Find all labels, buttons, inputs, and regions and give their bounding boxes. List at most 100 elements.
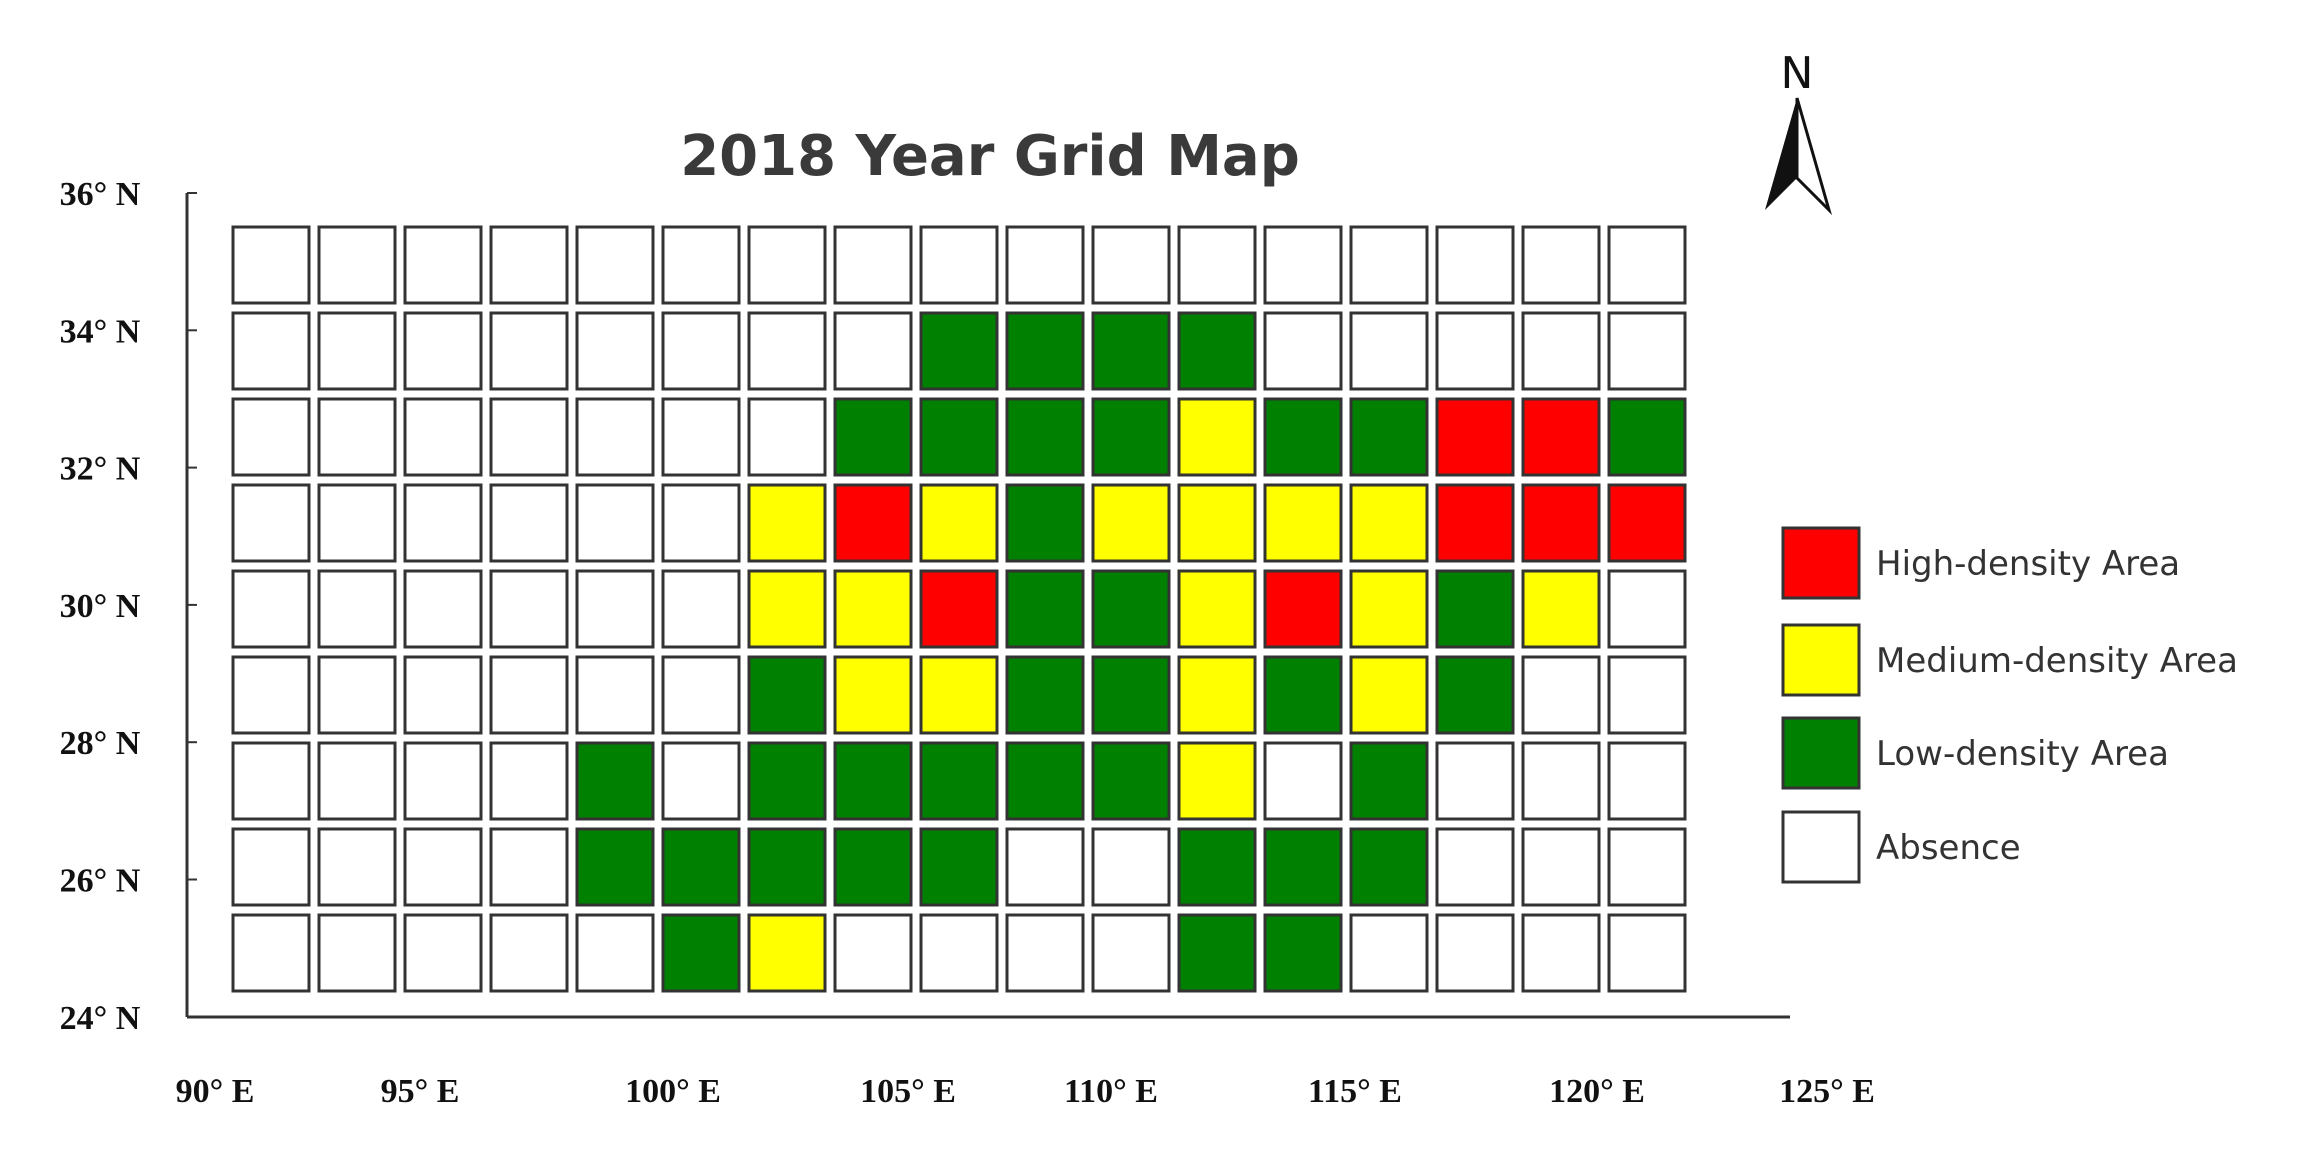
grid-cell-absence: [489, 913, 569, 993]
grid-cell-absence: [489, 827, 569, 907]
grid-cell-medium: [747, 569, 827, 649]
grid-cell-medium: [1177, 655, 1257, 735]
grid-cell-low: [1263, 827, 1343, 907]
x-axis-labels: 90° E 95° E 100° E 105° E 110° E 115° E 120° E…: [176, 1073, 1875, 1110]
grid-cell-absence: [575, 397, 655, 477]
grid-cell-low: [747, 827, 827, 907]
grid-cell-absence: [403, 827, 483, 907]
grid-cell-low: [1005, 397, 1085, 477]
grid-cell-low: [1091, 655, 1171, 735]
grid-cell-high: [833, 483, 913, 563]
grid-cell-medium: [833, 569, 913, 649]
grid-cell-absence: [1607, 569, 1687, 649]
grid-cell-high: [1607, 483, 1687, 563]
grid-cell-absence: [661, 569, 741, 649]
y-axis-label: 24° N: [60, 1000, 141, 1037]
grid-cell-low: [833, 397, 913, 477]
grid-cell-absence: [317, 397, 397, 477]
grid-cell-absence: [403, 225, 483, 305]
y-axis-label: 34° N: [60, 313, 141, 350]
grid-cell-low: [1349, 397, 1429, 477]
grid-cell-low: [1005, 655, 1085, 735]
grid-cell-absence: [1521, 827, 1601, 907]
grid-cell-medium: [1349, 483, 1429, 563]
grid-cell-absence: [1607, 827, 1687, 907]
grid-cell-absence: [317, 827, 397, 907]
grid-cell-absence: [231, 569, 311, 649]
y-axis-labels: 36° N 34° N 32° N 30° N 28° N 26° N 24° N: [60, 176, 197, 1037]
legend-swatch-absence: [1781, 810, 1861, 884]
grid-cell-absence: [1263, 311, 1343, 391]
grid-cell-absence: [1435, 913, 1515, 993]
grid-cell-absence: [919, 913, 999, 993]
x-axis-label: 90° E: [176, 1073, 255, 1110]
grid-cell-medium: [919, 655, 999, 735]
y-axis-label: 26° N: [60, 863, 141, 900]
grid-cell-absence: [403, 483, 483, 563]
grid-cell-absence: [1005, 913, 1085, 993]
grid-cell-low: [1177, 827, 1257, 907]
grid-cell-absence: [403, 913, 483, 993]
grid-cell-absence: [1607, 225, 1687, 305]
grid-cell-absence: [661, 397, 741, 477]
grid-cell-absence: [489, 655, 569, 735]
grid-cell-medium: [1091, 483, 1171, 563]
grid-cell-absence: [575, 655, 655, 735]
grid-cell-high: [919, 569, 999, 649]
grid-cell-absence: [231, 913, 311, 993]
grid-cell-absence: [1607, 311, 1687, 391]
grid-cell-absence: [317, 311, 397, 391]
grid-cell-absence: [1607, 913, 1687, 993]
grid-cell-absence: [1435, 827, 1515, 907]
grid-cell-absence: [1521, 741, 1601, 821]
grid-cell-low: [1091, 397, 1171, 477]
grid-cell-absence: [1521, 655, 1601, 735]
grid-cell-low: [919, 397, 999, 477]
y-axis-label: 30° N: [60, 588, 141, 625]
grid-cell-low: [833, 827, 913, 907]
grid-cell-low: [1005, 311, 1085, 391]
grid-cell-low: [919, 827, 999, 907]
grid-cell-low: [661, 827, 741, 907]
grid-cell-absence: [1005, 225, 1085, 305]
grid-cell-high: [1435, 397, 1515, 477]
grid-cell-low: [575, 827, 655, 907]
x-axis-label: 125° E: [1779, 1073, 1875, 1110]
grid-cell-absence: [489, 311, 569, 391]
grid-cell-low: [919, 311, 999, 391]
grid-cell-absence: [231, 225, 311, 305]
grid-cell-medium: [747, 483, 827, 563]
grid-cell-absence: [575, 569, 655, 649]
grid-cell-high: [1521, 483, 1601, 563]
grid-cell-absence: [1435, 225, 1515, 305]
grid-cell-low: [1349, 741, 1429, 821]
grid-cell-high: [1263, 569, 1343, 649]
grid-cell-medium: [1263, 483, 1343, 563]
grid-cell-absence: [489, 483, 569, 563]
grid-cell-low: [747, 655, 827, 735]
legend-swatch-high: [1781, 526, 1861, 600]
grid-cell-medium: [1349, 569, 1429, 649]
grid-cell-absence: [317, 569, 397, 649]
legend-swatch-medium: [1781, 623, 1861, 697]
grid-cell-low: [1005, 741, 1085, 821]
grid-cell-absence: [1263, 225, 1343, 305]
grid-cell-medium: [1349, 655, 1429, 735]
grid-cell-low: [919, 741, 999, 821]
grid-cell-medium: [1521, 569, 1601, 649]
grid-cells: [231, 225, 1687, 993]
grid-cell-low: [1091, 741, 1171, 821]
grid-cell-low: [1349, 827, 1429, 907]
legend-label-medium: Medium-density Area: [1876, 641, 2238, 681]
grid-cell-absence: [833, 225, 913, 305]
y-axis-label: 28° N: [60, 725, 141, 762]
x-axis-label: 95° E: [381, 1073, 460, 1110]
x-axis-label: 120° E: [1549, 1073, 1645, 1110]
grid-cell-low: [1005, 483, 1085, 563]
grid-cell-absence: [1091, 225, 1171, 305]
grid-cell-low: [1005, 569, 1085, 649]
grid-cell-absence: [575, 913, 655, 993]
grid-cell-absence: [661, 225, 741, 305]
grid-cell-medium: [1177, 741, 1257, 821]
grid-cell-medium: [1177, 483, 1257, 563]
